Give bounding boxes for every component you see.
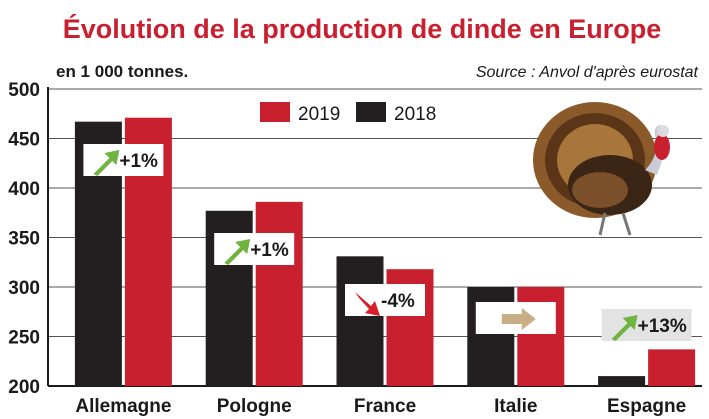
x-axis-labels: Allemagne Pologne France Italie Espagne <box>75 396 686 417</box>
bar-espagne-2019 <box>648 349 696 386</box>
badge-pologne: +1% <box>214 233 295 265</box>
x-label-pologne: Pologne <box>217 396 292 417</box>
arrow-right-icon <box>501 308 536 330</box>
arrow-down-icon <box>355 292 380 316</box>
badge-allemagne: +1% <box>83 144 164 176</box>
badge-box <box>345 284 425 316</box>
arrow-up-icon <box>611 315 638 341</box>
bar-espagne-2018 <box>598 376 646 386</box>
y-tick-label: 250 <box>8 328 40 349</box>
legend-swatch-2019 <box>260 102 290 122</box>
badge-label: +1% <box>119 151 158 172</box>
legend: 2019 2018 <box>260 102 436 125</box>
badge-france: -4% <box>345 284 425 316</box>
unit-label: en 1 000 tonnes. <box>56 62 188 81</box>
turkey-icon <box>533 102 670 236</box>
badge-label: -4% <box>381 291 415 312</box>
y-axis: 200 250 300 350 400 450 500 <box>8 80 49 398</box>
change-badges: +1% +1% -4% +13% <box>83 144 692 341</box>
x-label-allemagne: Allemagne <box>75 396 171 417</box>
badge-italie <box>475 302 556 334</box>
bar-pologne-2019 <box>255 201 303 386</box>
legend-swatch-2018 <box>356 102 386 122</box>
bar-france-2018 <box>336 256 384 386</box>
y-tick-label: 450 <box>8 130 40 151</box>
y-tick-label: 200 <box>8 377 40 398</box>
legend-label-2018: 2018 <box>394 104 436 125</box>
arrow-up-icon <box>93 150 120 176</box>
x-label-italie: Italie <box>494 396 537 417</box>
source-label: Source : Anvol d'après eurostat <box>476 64 699 81</box>
y-tick-label: 350 <box>8 229 40 250</box>
chart-title: Évolution de la production de dinde en E… <box>63 13 662 44</box>
badge-label: +1% <box>250 240 289 261</box>
badge-espagne: +13% <box>601 309 692 341</box>
y-tick-label: 400 <box>8 179 40 200</box>
y-tick-label: 500 <box>8 80 40 101</box>
badge-label: +13% <box>638 316 687 337</box>
legend-label-2019: 2019 <box>298 104 340 125</box>
x-label-espagne: Espagne <box>607 396 686 417</box>
bar-italie-2018 <box>467 287 515 386</box>
arrow-up-icon <box>224 239 251 265</box>
x-label-france: France <box>354 396 416 417</box>
bar-italie-2019 <box>517 287 565 386</box>
y-tick-label: 300 <box>8 278 40 299</box>
badge-box <box>214 233 295 265</box>
